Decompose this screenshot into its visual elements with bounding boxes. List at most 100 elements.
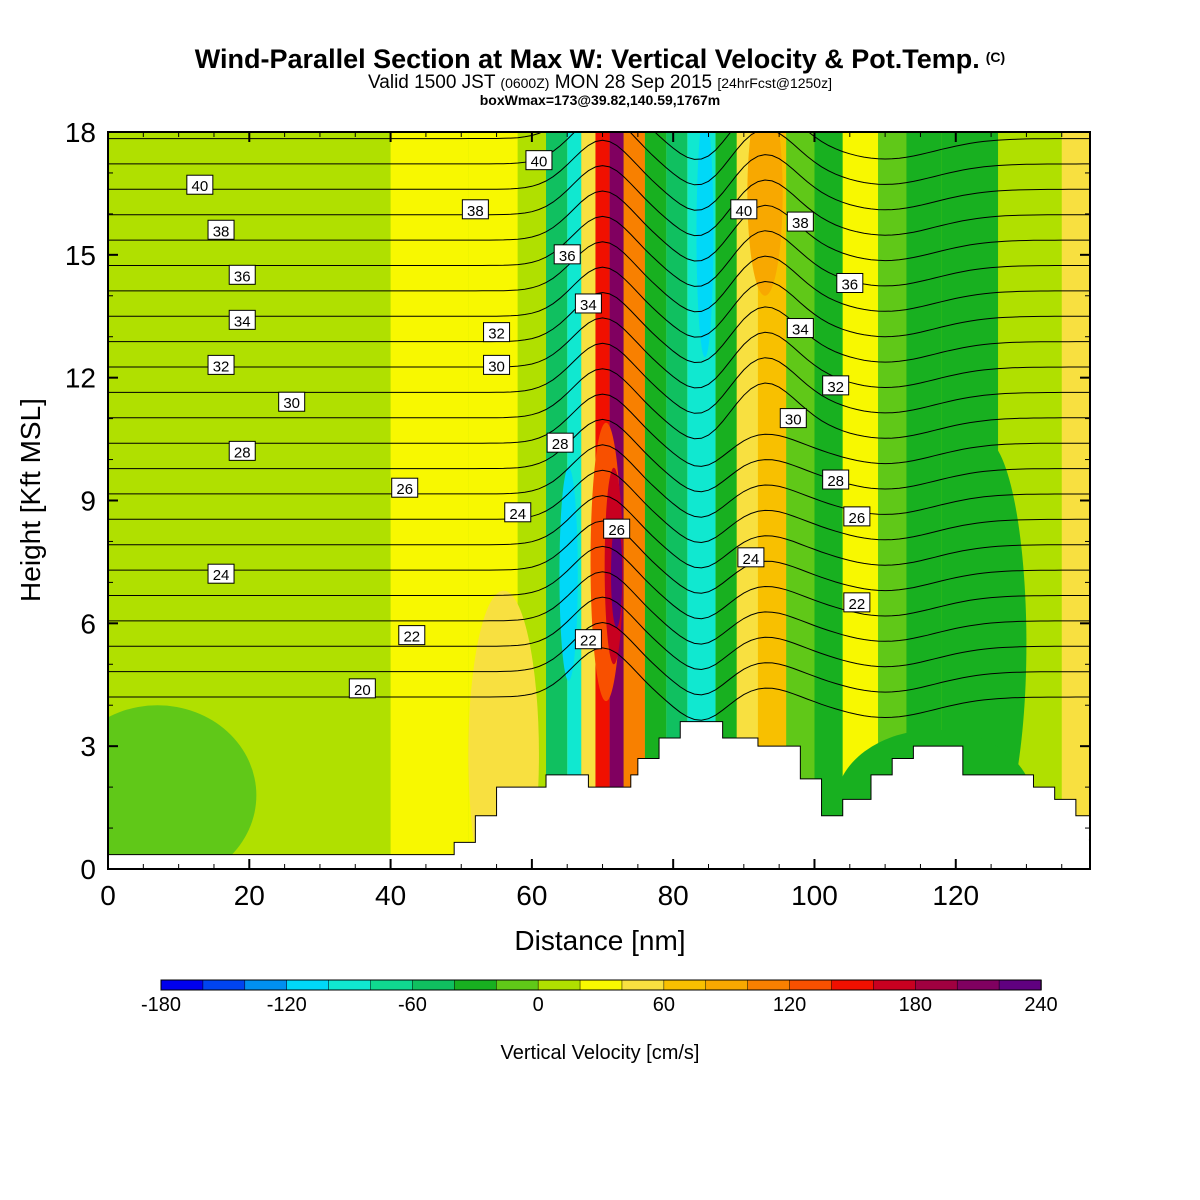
x-tick-label: 40 <box>375 880 406 911</box>
colorbar-swatch <box>537 979 581 991</box>
theta-line <box>108 571 1090 645</box>
theta-line <box>108 132 1090 186</box>
w-column <box>546 132 568 869</box>
colorbar-swatch <box>495 979 539 991</box>
theta-line <box>108 342 1090 414</box>
colorbar-swatch <box>831 979 875 991</box>
theta-line <box>108 596 1090 671</box>
colorbar-swatch <box>621 979 665 991</box>
theta-label-box <box>822 469 850 490</box>
y-tick-label: 18 <box>65 117 96 148</box>
theta-label-text: 36 <box>559 248 576 265</box>
theta-label-box <box>483 322 511 343</box>
theta-label: 30 <box>483 354 511 375</box>
colorbar-swatch <box>705 979 749 991</box>
w-feature <box>559 467 578 681</box>
theta-label: 38 <box>786 211 814 232</box>
copyright-mark: (C) <box>985 49 1006 65</box>
terrain <box>108 721 1090 869</box>
theta-label-text: 38 <box>467 203 484 220</box>
theta-label-text: 40 <box>531 154 548 171</box>
theta-label-box <box>348 678 376 699</box>
w-column <box>390 132 469 869</box>
theta-label-text: 28 <box>827 473 844 490</box>
theta-line <box>108 317 1090 389</box>
colorbar-swatch <box>663 979 707 991</box>
theta-label: 40 <box>730 199 758 220</box>
x-tick-label: 0 <box>100 880 116 911</box>
theta-label: 26 <box>603 518 631 539</box>
colorbar-swatch <box>160 979 204 991</box>
theta-line <box>108 165 1090 237</box>
theta-label: 22 <box>398 625 426 646</box>
theta-label-box <box>398 625 426 646</box>
theta-label-box <box>843 592 871 613</box>
theta-line <box>108 215 1090 287</box>
theta-label: 40 <box>525 150 553 171</box>
theta-label-box <box>278 391 306 412</box>
colorbar-swatch <box>328 979 372 991</box>
theta-label: 24 <box>207 563 235 584</box>
theta-label: 28 <box>822 469 850 490</box>
theta-label: 34 <box>574 293 602 314</box>
valid-prefix: Valid 1500 JST <box>368 72 496 93</box>
theta-label: 20 <box>348 678 376 699</box>
w-column <box>235 132 391 869</box>
chart-title: Wind-Parallel Section at Max W: Vertical… <box>0 44 1200 75</box>
theta-label-text: 24 <box>743 551 760 568</box>
theta-label-text: 30 <box>488 358 505 375</box>
theta-label-box <box>483 354 511 375</box>
theta-label-text: 38 <box>792 215 809 232</box>
theta-label: 32 <box>483 322 511 343</box>
theta-label-box <box>228 264 256 285</box>
theta-label-text: 26 <box>396 481 413 498</box>
theta-label-text: 26 <box>608 522 625 539</box>
chart-title-main: Wind-Parallel Section at Max W: Vertical… <box>194 44 980 74</box>
w-column <box>715 132 737 869</box>
colorbar-tick-label: -60 <box>398 994 427 1016</box>
theta-label: 34 <box>786 318 814 339</box>
y-tick-label: 12 <box>65 363 96 394</box>
theta-label-box <box>391 477 419 498</box>
theta-line <box>108 241 1090 313</box>
theta-label-box <box>779 408 807 429</box>
valid-utc: (0600Z) <box>500 75 550 91</box>
colorbar-tick-label: -180 <box>141 994 181 1016</box>
theta-label-box <box>228 309 256 330</box>
theta-label-text: 32 <box>488 326 505 343</box>
theta-line <box>108 444 1090 518</box>
y-tick-label: 6 <box>80 608 96 639</box>
theta-label-box <box>525 150 553 171</box>
colorbar-swatch <box>286 979 330 991</box>
colorbar-swatch <box>202 979 246 991</box>
theta-label-box <box>553 244 581 265</box>
colorbar-swatch <box>244 979 288 991</box>
colorbar-swatch <box>873 979 917 991</box>
theta-label-box <box>786 318 814 339</box>
y-axis-label: Height [Kft MSL] <box>15 398 46 602</box>
theta-contours <box>108 132 1090 721</box>
colorbar-label: Vertical Velocity [cm/s] <box>501 1042 700 1064</box>
theta-label: 26 <box>843 506 871 527</box>
theta-label-text: 36 <box>234 268 251 285</box>
theta-label: 28 <box>546 432 574 453</box>
theta-label: 36 <box>836 272 864 293</box>
x-tick-label: 20 <box>234 880 265 911</box>
x-tick-label: 60 <box>516 880 547 911</box>
theta-line <box>108 266 1090 338</box>
theta-label: 22 <box>843 592 871 613</box>
y-tick-label: 0 <box>80 854 96 885</box>
x-tick-label: 80 <box>658 880 689 911</box>
theta-label: 28 <box>228 440 256 461</box>
colorbar-tick-label: 0 <box>533 994 544 1016</box>
theta-line <box>108 132 1090 160</box>
theta-label-text: 30 <box>283 395 300 412</box>
theta-label: 36 <box>553 244 581 265</box>
y-tick-label: 9 <box>80 486 96 517</box>
theta-label-text: 34 <box>234 313 251 330</box>
theta-label-box <box>504 502 532 523</box>
theta-label-box <box>228 440 256 461</box>
theta-label: 34 <box>228 309 256 330</box>
